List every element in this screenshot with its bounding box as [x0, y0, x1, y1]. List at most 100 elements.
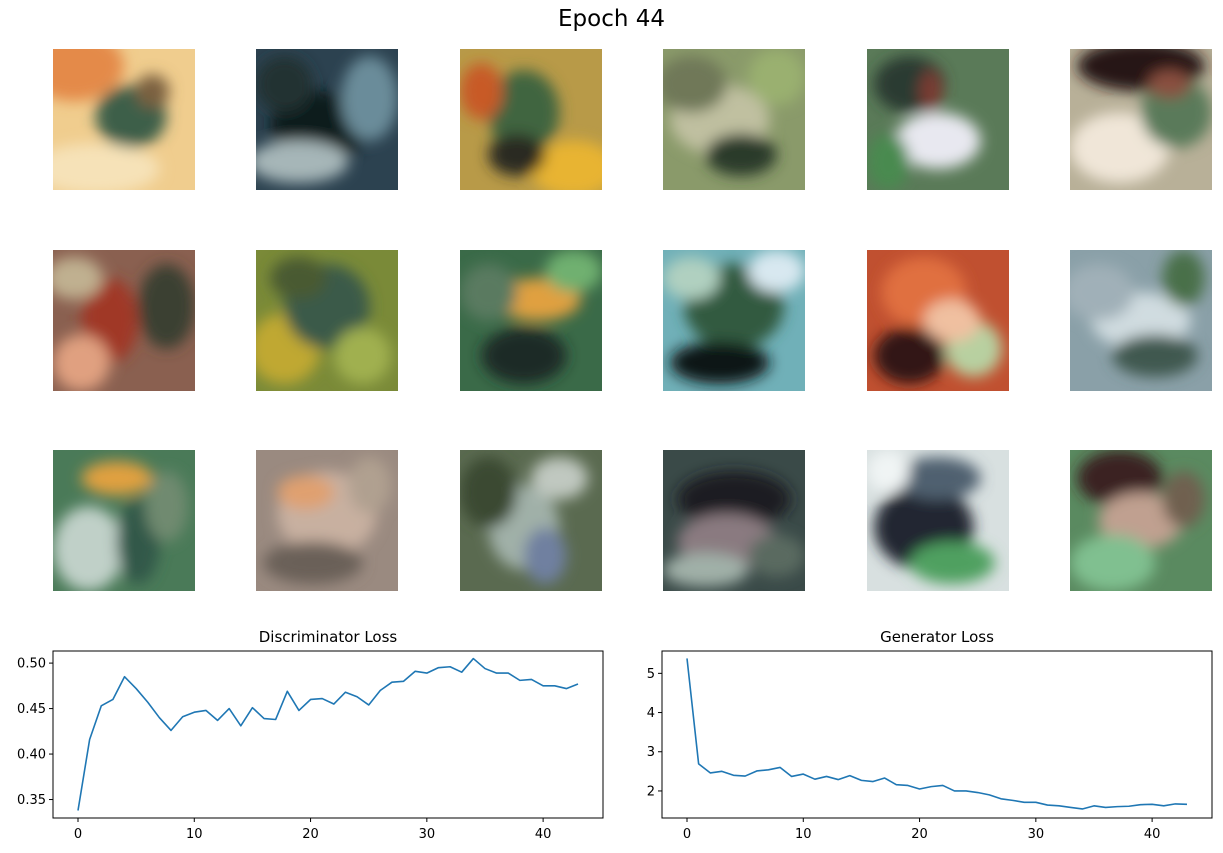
discriminator-data-point — [391, 681, 393, 683]
discriminator-data-point — [473, 658, 475, 660]
generator-data-point — [1012, 800, 1014, 802]
generator-x-tick-label: 0 — [683, 827, 691, 842]
generator-data-point — [989, 794, 991, 796]
generator-x-tick-label: 10 — [795, 827, 812, 842]
generator-data-point — [1093, 805, 1095, 807]
discriminator-data-point — [298, 710, 300, 712]
discriminator-data-point — [217, 720, 219, 722]
generator-x-tick-label: 30 — [1028, 827, 1045, 842]
generator-data-point — [1035, 802, 1037, 804]
discriminator-data-point — [345, 691, 347, 693]
generator-axes-frame — [661, 650, 1213, 819]
generator-data-point — [977, 792, 979, 794]
generator-data-point — [919, 788, 921, 790]
discriminator-data-point — [263, 718, 265, 720]
generator-data-point — [965, 790, 967, 792]
discriminator-data-point — [426, 672, 428, 674]
sample-12-image — [1070, 250, 1212, 391]
generator-data-point — [826, 776, 828, 778]
discriminator-data-point — [321, 698, 323, 700]
generator-data-point — [1175, 803, 1177, 805]
discriminator-data-point — [135, 688, 137, 690]
generator-data-point — [1163, 805, 1165, 807]
discriminator-axes-frame — [52, 650, 604, 819]
generator-data-point — [954, 790, 956, 792]
generator-data-point — [1151, 803, 1153, 805]
generator-data-point — [1058, 805, 1060, 807]
discriminator-data-point — [228, 708, 230, 710]
generator-data-point — [896, 784, 898, 786]
generator-data-point — [1023, 802, 1025, 804]
discriminator-x-tick-label: 0 — [74, 827, 82, 842]
generator-x-tick-label: 40 — [1144, 827, 1161, 842]
generator-data-point — [1047, 804, 1049, 806]
discriminator-data-point — [484, 668, 486, 670]
sample-17-image — [867, 450, 1009, 591]
generator-data-point — [849, 775, 851, 777]
sample-1-image — [53, 49, 195, 190]
generator-data-point — [884, 777, 886, 779]
sample-6-image — [1070, 49, 1212, 190]
generator-data-point — [1186, 803, 1188, 805]
discriminator-data-point — [531, 679, 533, 681]
discriminator-data-point — [252, 707, 254, 709]
generator-data-point — [779, 767, 781, 769]
discriminator-data-point — [438, 667, 440, 669]
discriminator-data-point — [240, 725, 242, 727]
discriminator-data-point — [77, 810, 79, 812]
discriminator-data-point — [193, 711, 195, 713]
generator-data-point — [791, 776, 793, 778]
generator-data-point — [733, 774, 735, 776]
sample-13-image — [53, 450, 195, 591]
generator-data-point — [1070, 807, 1072, 809]
generator-data-point — [1140, 804, 1142, 806]
discriminator-data-point — [89, 739, 91, 741]
sample-15-image — [460, 450, 602, 591]
discriminator-data-point — [124, 676, 126, 678]
discriminator-data-point — [182, 716, 184, 718]
generator-data-point — [872, 781, 874, 783]
generator-data-point — [802, 773, 804, 775]
discriminator-x-tick-label: 10 — [186, 827, 203, 842]
discriminator-data-point — [403, 680, 405, 682]
generator-y-tick-label: 3 — [647, 745, 655, 760]
discriminator-data-point — [100, 705, 102, 707]
generator-data-point — [1082, 808, 1084, 810]
sample-5-image — [867, 49, 1009, 190]
generator-data-point — [768, 769, 770, 771]
generator-y-tick-label: 5 — [647, 667, 655, 682]
discriminator-data-point — [542, 685, 544, 687]
sample-7-image — [53, 250, 195, 391]
discriminator-data-point — [449, 666, 451, 668]
sample-10-image — [663, 250, 805, 391]
discriminator-y-tick-label: 0.50 — [17, 657, 46, 672]
discriminator-data-point — [170, 730, 172, 732]
discriminator-data-point — [356, 696, 358, 698]
sample-8-image — [256, 250, 398, 391]
generator-data-point — [686, 658, 688, 660]
discriminator-data-point — [380, 690, 382, 692]
generator-loss-chart: Generator Loss 0 10 20 30 40 2 3 4 5 — [647, 628, 1213, 842]
generator-data-point — [837, 779, 839, 781]
discriminator-x-tick-label: 30 — [419, 827, 436, 842]
generator-data-point — [1105, 807, 1107, 809]
generator-data-point — [814, 778, 816, 780]
generator-data-point — [709, 772, 711, 774]
discriminator-data-point — [496, 672, 498, 674]
discriminator-data-point — [310, 699, 312, 701]
discriminator-loss-line — [77, 657, 579, 811]
discriminator-y-tick-label: 0.35 — [17, 793, 46, 808]
generator-data-point — [1000, 798, 1002, 800]
discriminator-data-point — [205, 710, 207, 712]
sample-4-image — [663, 49, 805, 190]
generator-chart-title: Generator Loss — [880, 628, 994, 646]
discriminator-data-point — [147, 701, 149, 703]
generator-data-point — [930, 786, 932, 788]
sample-18-image — [1070, 450, 1212, 591]
discriminator-data-point — [159, 717, 161, 719]
discriminator-x-tick-label: 20 — [302, 827, 319, 842]
discriminator-data-point — [519, 680, 521, 682]
generator-data-point — [1128, 805, 1130, 807]
discriminator-data-point — [368, 704, 370, 706]
